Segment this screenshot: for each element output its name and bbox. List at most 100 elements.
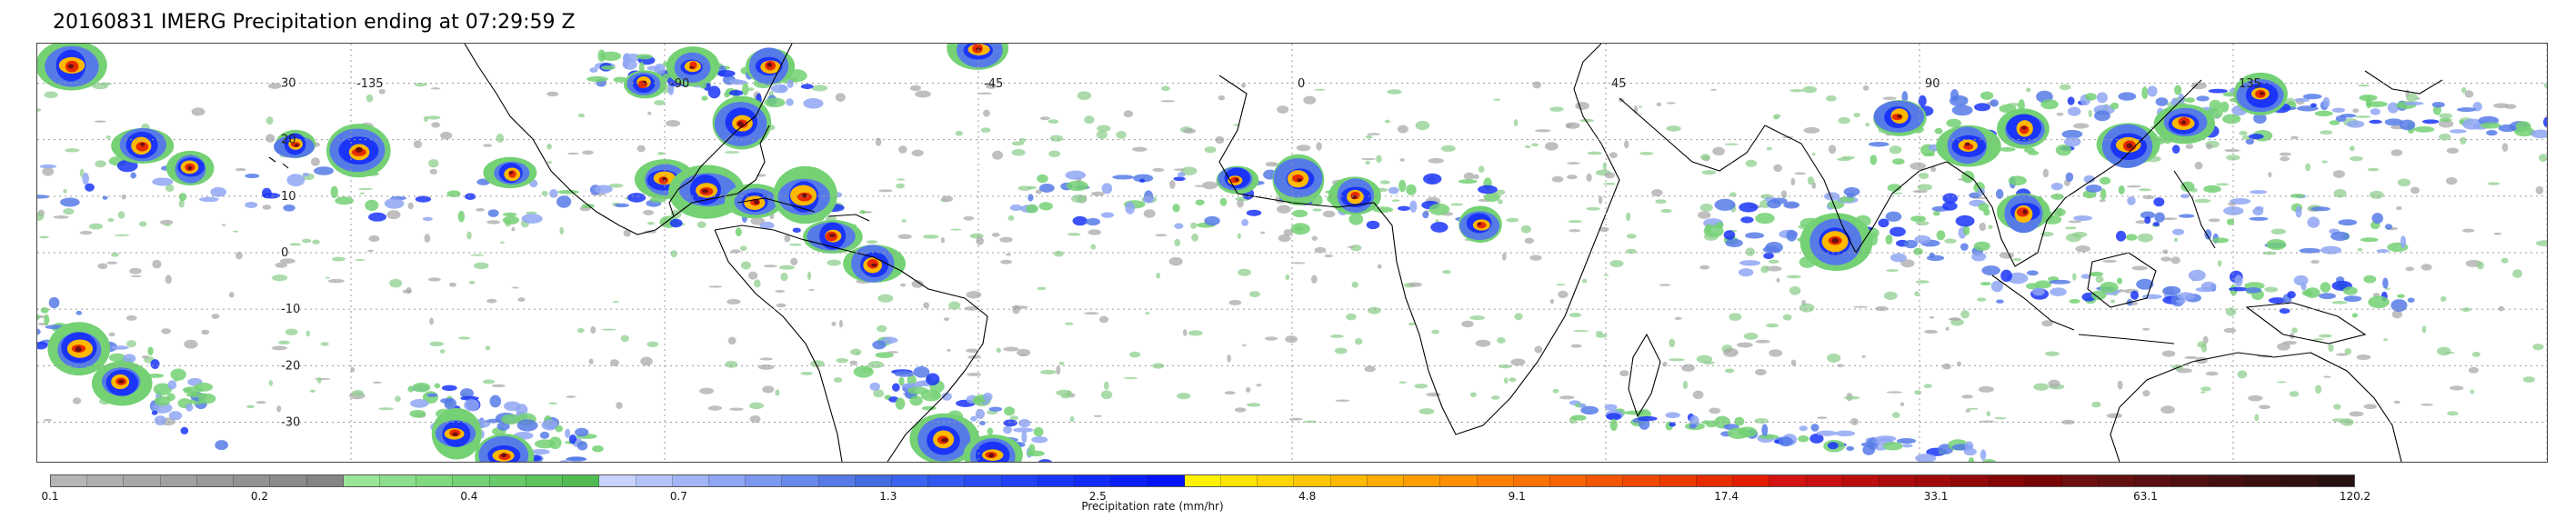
drizzle-cell: [911, 149, 924, 157]
rain-band-cell: [1003, 425, 1012, 434]
drizzle-cell: [1811, 153, 1816, 156]
drizzle-cell: [2315, 384, 2322, 394]
rain-band-cell: [102, 195, 108, 200]
rain-band-cell: [869, 382, 880, 391]
drizzle-cell: [431, 122, 440, 128]
rain-band-cell: [1290, 223, 1310, 235]
rain-band-cell: [2147, 85, 2158, 97]
drizzle-cell: [763, 264, 777, 268]
storm-ring: [187, 165, 193, 170]
drizzle-cell: [1979, 222, 1987, 232]
rain-band-cell: [2371, 213, 2383, 225]
drizzle-cell: [466, 231, 472, 240]
drizzle-cell: [727, 336, 737, 345]
drizzle-cell: [1745, 159, 1758, 167]
graticule-labels: -135-90-45045901351803020100-10-20-30: [281, 77, 2261, 430]
drizzle-cell: [2162, 249, 2169, 255]
colorbar-segment: [2025, 475, 2063, 486]
drizzle-cell: [986, 83, 997, 89]
rain-band-cell: [1606, 413, 1622, 421]
drizzle-cell: [2206, 143, 2213, 150]
drizzle-cell: [911, 280, 924, 288]
drizzle-cell: [788, 243, 802, 246]
storm-cell: [1996, 193, 2050, 234]
drizzle-cell: [964, 306, 979, 311]
storm-cell: [909, 413, 980, 462]
storm-cell: [773, 165, 837, 225]
drizzle-cell: [1609, 152, 1618, 159]
drizzle-cell: [647, 111, 652, 115]
rain-band-cell: [2370, 108, 2381, 115]
drizzle-cell: [2241, 135, 2250, 140]
drizzle-cell: [1988, 225, 1993, 230]
drizzle-cell: [1544, 142, 1559, 151]
drizzle-cell: [1493, 98, 1501, 101]
drizzle-cell: [2318, 334, 2332, 338]
rain-band-cell: [565, 428, 571, 438]
rain-band-cell: [622, 58, 629, 68]
colorbar-segment: [2062, 475, 2100, 486]
rain-band-cell: [555, 424, 564, 433]
drizzle-cell: [1853, 113, 1860, 118]
drizzle-cell: [430, 87, 441, 90]
drizzle-cell: [1191, 233, 1199, 242]
drizzle-cell: [1329, 334, 1344, 338]
storm-cell: [1458, 205, 1502, 244]
drizzle-cell: [1064, 322, 1074, 325]
rain-band-cell: [2293, 274, 2309, 286]
colorbar-segment: [892, 475, 929, 486]
drizzle-cell: [1334, 347, 1348, 354]
drizzle-cell: [1520, 225, 1531, 234]
colorbar-segment: [270, 475, 307, 486]
rain-band-cell: [2338, 219, 2358, 226]
drizzle-cell: [1914, 390, 1922, 395]
colorbar-tick-label: 0.7: [669, 490, 687, 503]
drizzle-cell: [351, 390, 364, 396]
drizzle-cell: [106, 261, 118, 264]
drizzle-cell: [2139, 188, 2151, 192]
colorbar-segment: [928, 475, 966, 486]
drizzle-cell: [366, 249, 375, 252]
drizzle-cell: [236, 251, 243, 260]
drizzle-cell: [2065, 226, 2077, 230]
colorbar-segment: [1111, 475, 1148, 486]
drizzle-cell: [1724, 143, 1739, 145]
drizzle-cell: [486, 298, 497, 304]
drizzle-cell: [320, 342, 329, 346]
rain-band-cell: [880, 336, 898, 344]
drizzle-cell: [1524, 237, 1535, 245]
rain-band-cell: [1738, 426, 1758, 438]
drizzle-cell: [63, 188, 67, 194]
rain-band-cell: [1604, 404, 1618, 411]
rain-band-cell: [539, 431, 550, 439]
rain-band-cell: [2314, 110, 2333, 117]
colorbar-segment: [1037, 475, 1076, 486]
rain-band-cell: [446, 190, 461, 197]
drizzle-cell: [256, 401, 266, 404]
drizzle-cell: [699, 387, 714, 394]
drizzle-cell: [1218, 95, 1226, 101]
rain-band-cell: [40, 307, 49, 314]
rain-band-cell: [444, 397, 457, 410]
storm-cell: [963, 434, 1023, 462]
drizzle-cell: [2223, 327, 2237, 334]
drizzle-cell: [1977, 297, 1987, 302]
rain-band-cell: [2287, 291, 2296, 299]
drizzle-cell: [1513, 118, 1519, 126]
drizzle-cell: [2512, 269, 2522, 278]
rain-band-cell: [2174, 85, 2182, 95]
drizzle-cell: [943, 317, 950, 322]
drizzle-cell: [1428, 157, 1444, 164]
drizzle-cell: [1626, 248, 1637, 255]
rain-band-cell: [1904, 239, 1918, 249]
drizzle-cell: [1702, 361, 1715, 364]
drizzle-cell: [2501, 257, 2509, 264]
drizzle-cell: [277, 340, 290, 344]
drizzle-cell: [266, 116, 274, 125]
drizzle-cell: [1188, 330, 1203, 336]
drizzle-cell: [2068, 220, 2082, 224]
drizzle-cell: [949, 228, 962, 231]
drizzle-cell: [359, 192, 366, 195]
rain-band-cell: [1878, 218, 1889, 228]
rain-band-cell: [1637, 415, 1658, 422]
